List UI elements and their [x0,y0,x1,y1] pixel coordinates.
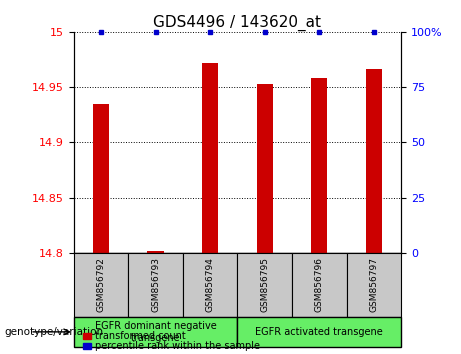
Text: percentile rank within the sample: percentile rank within the sample [95,341,260,351]
Text: EGFR activated transgene: EGFR activated transgene [255,327,383,337]
FancyBboxPatch shape [74,317,237,347]
FancyBboxPatch shape [292,253,347,317]
Bar [93,104,109,253]
Text: transformed count: transformed count [95,331,185,341]
Text: GSM856796: GSM856796 [315,257,324,313]
FancyBboxPatch shape [183,253,237,317]
Text: GSM856793: GSM856793 [151,257,160,313]
Text: GSM856795: GSM856795 [260,257,269,313]
FancyBboxPatch shape [237,317,401,347]
FancyBboxPatch shape [237,253,292,317]
Text: GSM856797: GSM856797 [369,257,378,313]
FancyBboxPatch shape [128,253,183,317]
FancyBboxPatch shape [74,253,128,317]
Bar [202,63,219,253]
Bar [148,251,164,253]
FancyBboxPatch shape [347,253,401,317]
Text: genotype/variation: genotype/variation [5,327,104,337]
Bar [311,78,327,253]
Text: EGFR dominant negative
transgene: EGFR dominant negative transgene [95,321,217,343]
Bar [366,69,382,253]
Bar [256,84,273,253]
Text: GSM856794: GSM856794 [206,257,215,313]
Title: GDS4496 / 143620_at: GDS4496 / 143620_at [154,14,321,30]
Text: GSM856792: GSM856792 [96,257,106,313]
